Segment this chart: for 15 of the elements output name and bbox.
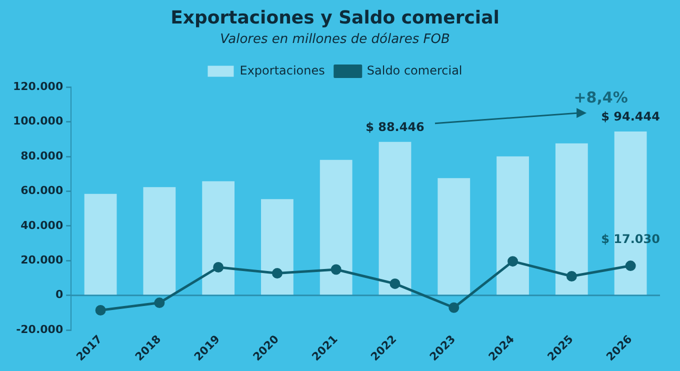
y-tick-label: 20.000 bbox=[20, 254, 64, 266]
y-tick-label: 40.000 bbox=[20, 218, 64, 232]
data-label: $ 94.444 bbox=[601, 110, 660, 124]
data-label: $ 88.446 bbox=[366, 120, 424, 134]
y-tick-label: 120.000 bbox=[12, 80, 64, 94]
y-tick-label: 100.000 bbox=[12, 114, 64, 128]
chart-subtitle: Valores en millones de dólares FOB bbox=[220, 32, 450, 47]
legend-label: Exportaciones bbox=[240, 63, 325, 78]
y-tick-label: -20.000 bbox=[16, 322, 64, 336]
chart-title: Exportaciones y Saldo comercial bbox=[170, 7, 500, 28]
y-tick-label: 0 bbox=[55, 288, 64, 302]
y-tick-label: 80.000 bbox=[20, 149, 64, 162]
legend-label: Saldo comercial bbox=[366, 63, 462, 78]
annotation: +8,4% bbox=[574, 88, 628, 106]
y-tick-label: 60.000 bbox=[20, 184, 64, 198]
